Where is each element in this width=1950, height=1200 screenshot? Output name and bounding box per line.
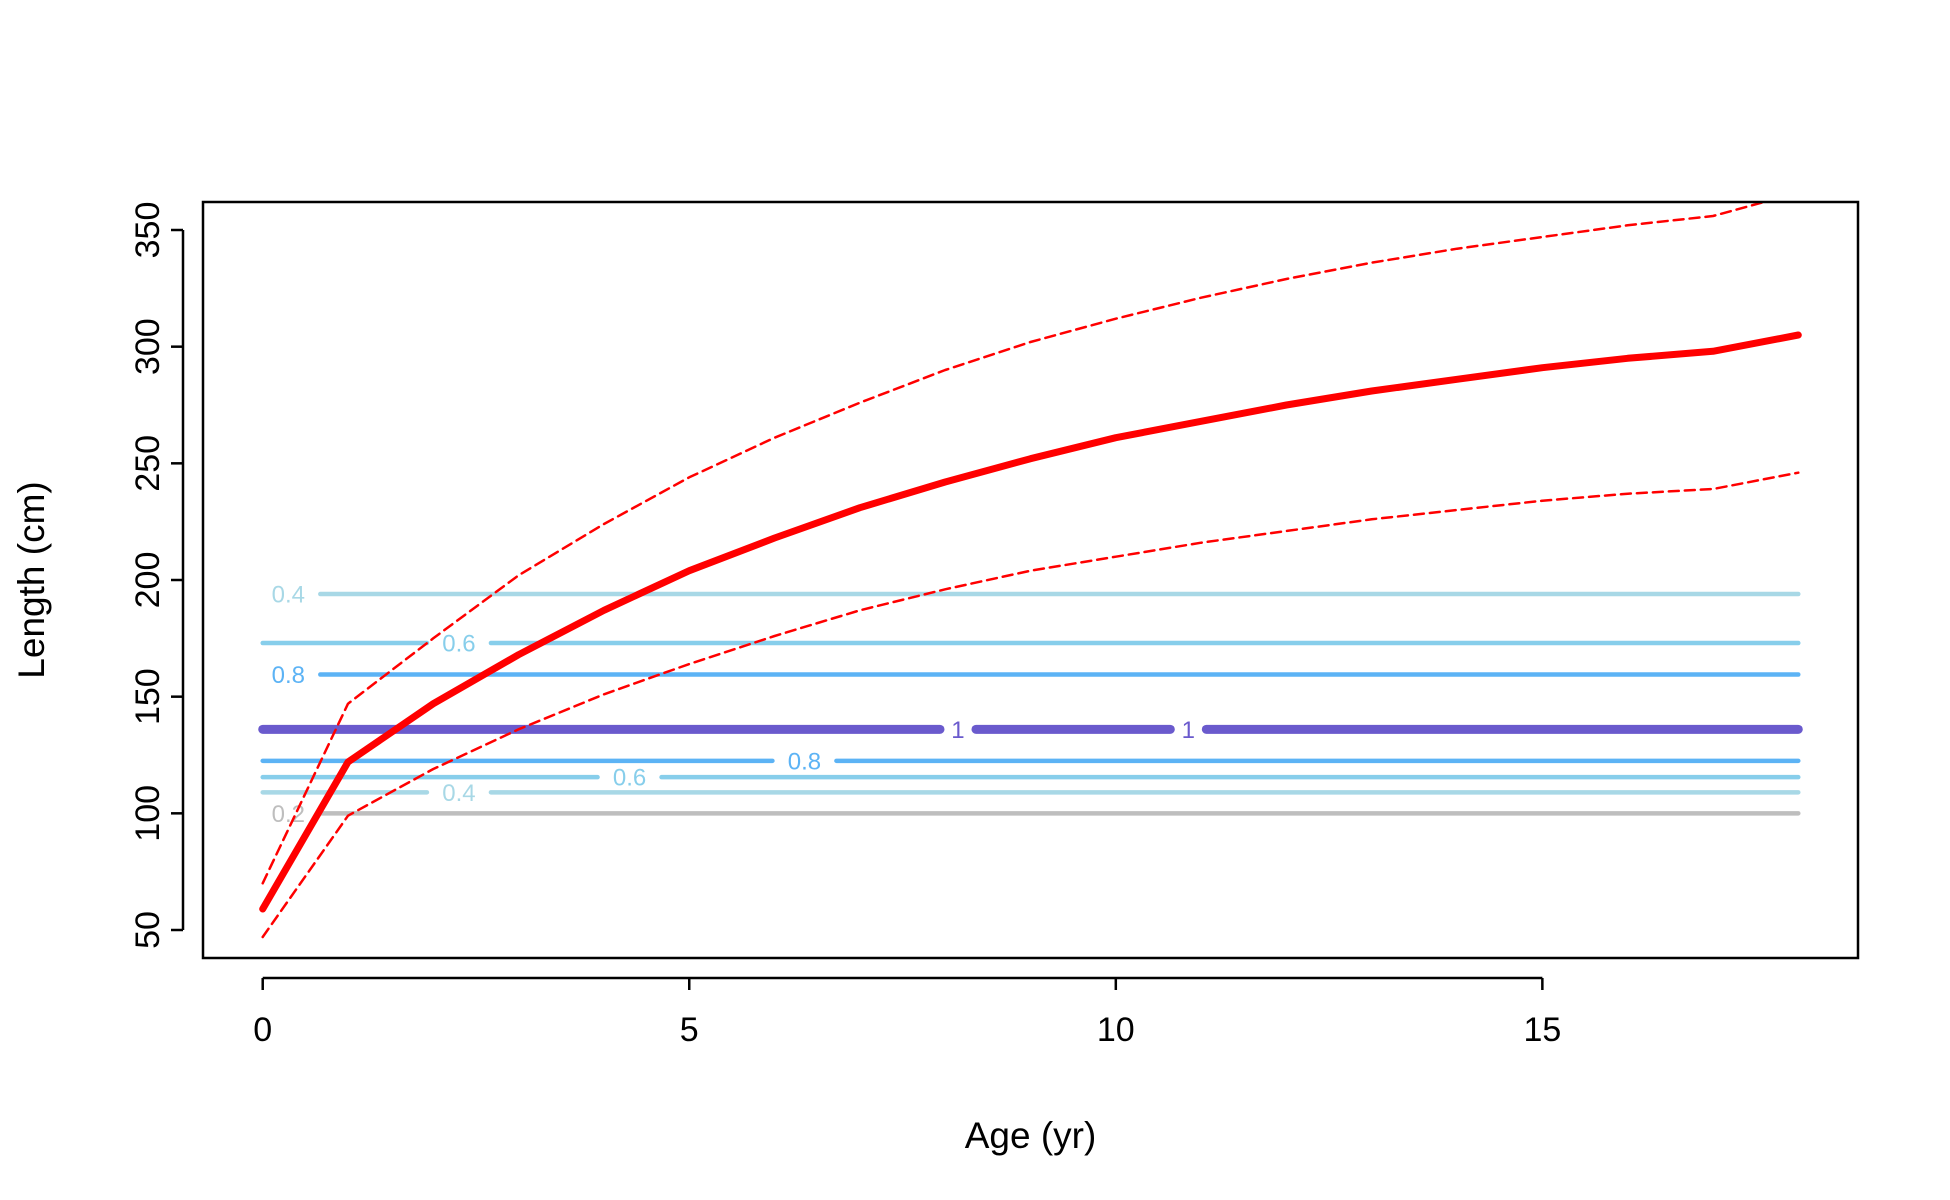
contour-lines: 0.20.40.60.81 10.80.60.4 [258, 582, 1803, 828]
x-tick-label: 0 [253, 1011, 272, 1049]
mean-length-line [259, 331, 1802, 913]
interval-bound-line [261, 471, 1800, 939]
contour-label: 0.4 [272, 582, 305, 609]
growth-curves [259, 202, 1802, 939]
x-axis-title: Age (yr) [965, 1115, 1097, 1156]
x-tick-label: 15 [1523, 1011, 1561, 1049]
y-axis-title: Length (cm) [11, 481, 52, 678]
contour-label: 1 [951, 717, 964, 744]
contour-label: 0.4 [442, 780, 475, 807]
contour-label: 0.6 [613, 765, 646, 792]
y-tick-label: 250 [129, 435, 167, 492]
contour-label: 0.8 [788, 748, 821, 775]
x-tick-label: 5 [680, 1011, 699, 1049]
y-tick-label: 100 [129, 785, 167, 842]
y-axis: 50 100 150 200 250 300 350 [129, 202, 185, 949]
interval-bound-line [261, 202, 1769, 885]
y-tick-label: 200 [129, 552, 167, 609]
y-tick-label: 350 [129, 202, 167, 259]
y-tick-label: 300 [129, 318, 167, 375]
contour-label: 1 [1182, 717, 1195, 744]
contour-label: 0.6 [442, 631, 475, 658]
y-tick-label: 150 [129, 668, 167, 725]
x-axis: 0 5 10 15 [253, 976, 1561, 1049]
y-tick-label: 50 [129, 911, 167, 949]
contour-label: 0.8 [272, 662, 305, 689]
plot-area-border [201, 200, 1860, 960]
x-tick-label: 10 [1097, 1011, 1135, 1049]
